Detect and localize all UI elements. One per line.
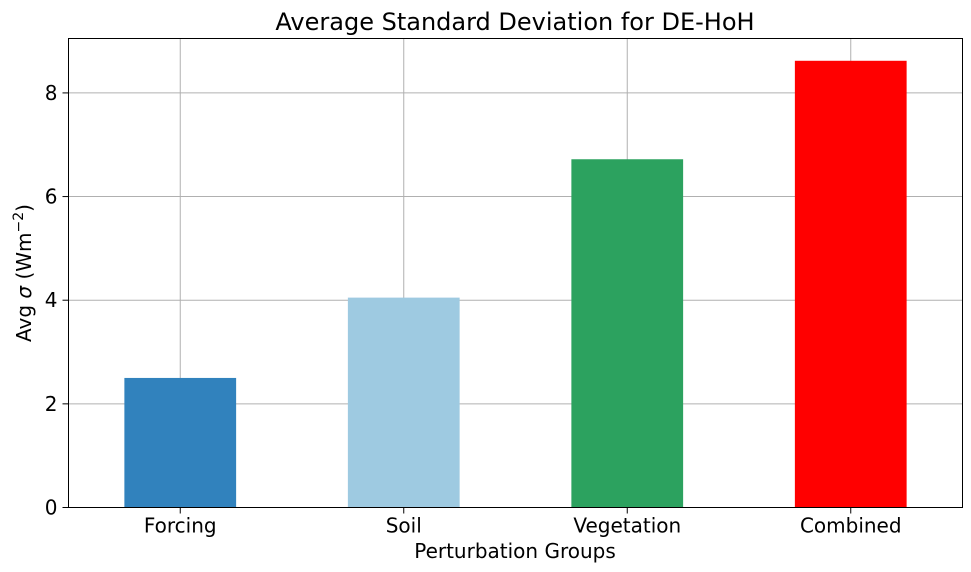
plot-frame — [68, 38, 963, 508]
bars — [124, 60, 907, 508]
x-tick-label: Soil — [386, 514, 422, 538]
y-tick-label: 4 — [45, 288, 58, 312]
x-axis-label: Perturbation Groups — [414, 539, 616, 563]
y-tick-label: 0 — [45, 496, 58, 520]
y-axis-label: Avg σ (Wm−2) — [11, 204, 36, 342]
y-label-superscript: −2 — [11, 212, 27, 233]
bar-combined — [794, 60, 907, 508]
y-label-open: (Wm — [12, 232, 36, 285]
chart-title: Average Standard Deviation for DE-HoH — [275, 8, 754, 36]
axis-ticks: 0 2 4 6 8 Forcing Soil Vegetation Combined — [45, 81, 902, 538]
y-label-close: ) — [12, 204, 36, 212]
bar-forcing — [124, 377, 237, 508]
bar-vegetation — [571, 159, 684, 508]
y-label-sigma: σ — [12, 285, 36, 299]
x-tick-label: Forcing — [144, 514, 217, 538]
y-tick-label: 2 — [45, 392, 58, 416]
y-tick-label: 6 — [45, 185, 58, 209]
y-label-prefix: Avg — [12, 299, 36, 342]
x-tick-label: Vegetation — [573, 514, 681, 538]
bar-soil — [347, 297, 460, 508]
y-tick-label: 8 — [45, 81, 58, 105]
x-tick-label: Combined — [800, 514, 902, 538]
